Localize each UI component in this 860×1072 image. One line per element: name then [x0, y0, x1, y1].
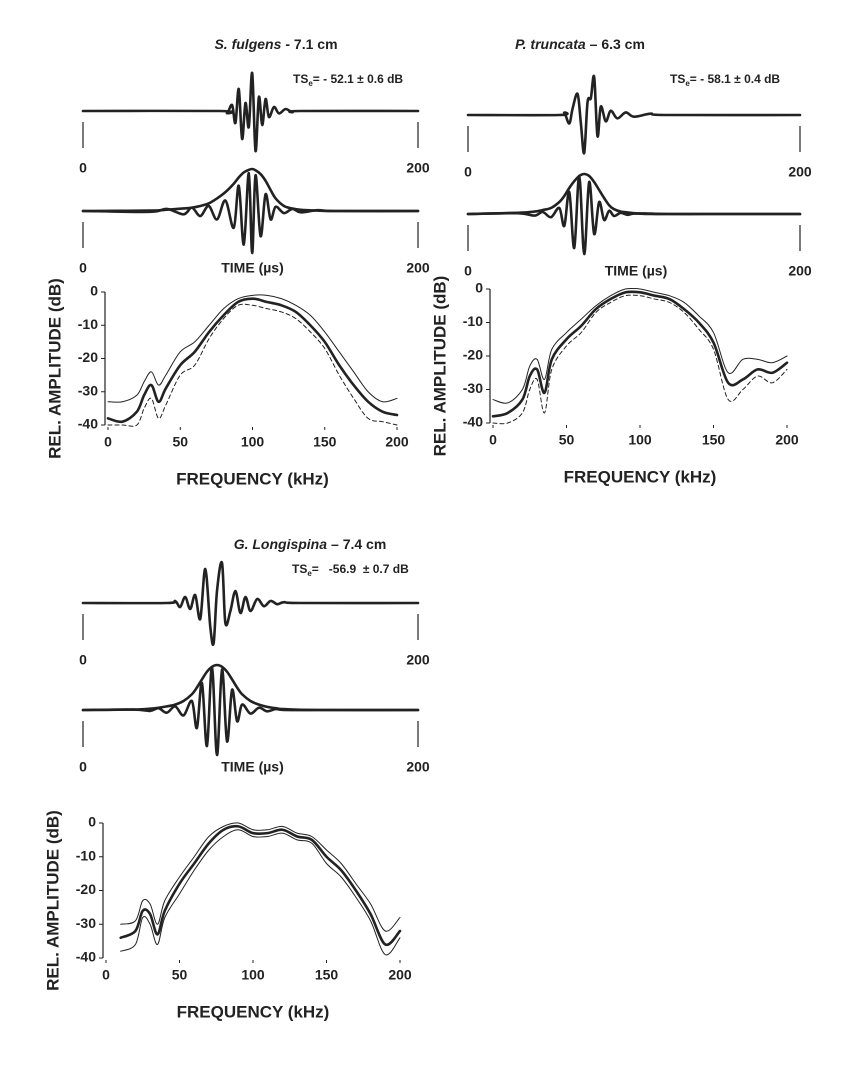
- body-length: - 7.1 cm: [285, 36, 337, 52]
- ts-value: = - 58.1 ± 0.4 dB: [690, 72, 781, 86]
- time-tick-label: 200: [406, 759, 430, 775]
- y-tick-label: -20: [78, 349, 98, 365]
- data-line: [81, 663, 420, 712]
- x-axis-title: FREQUENCY (kHz): [176, 469, 329, 488]
- x-tick-label: 150: [313, 434, 337, 450]
- time-tick-label: 200: [406, 260, 430, 276]
- y-axis-title: REL. AMPLITUDE (dB): [43, 810, 62, 991]
- x-tick-label: 0: [489, 432, 497, 448]
- data-line: [120, 822, 401, 932]
- x-tick-label: 150: [315, 967, 339, 983]
- y-tick-label: -30: [76, 915, 96, 931]
- x-tick-label: 50: [172, 967, 188, 983]
- ts-subscript: e: [307, 569, 312, 578]
- time-tick-label: 0: [464, 263, 472, 279]
- ts-subscript: e: [685, 79, 690, 88]
- data-line: [81, 71, 420, 153]
- x-tick-label: 0: [104, 434, 112, 450]
- data-line: [107, 303, 398, 427]
- time-tick-label: 200: [788, 164, 812, 180]
- time-tick-label: 0: [79, 260, 87, 276]
- data-line: [106, 297, 399, 424]
- body-length: – 7.4 cm: [331, 536, 386, 552]
- time-axis-title: TIME (µs): [605, 263, 668, 279]
- x-tick-label: 200: [388, 967, 412, 983]
- ts-subscript: e: [308, 79, 313, 88]
- time-axis-title: TIME (µs): [221, 260, 284, 276]
- y-tick-label: -40: [78, 416, 98, 432]
- species-name: P. truncata: [515, 36, 586, 52]
- y-tick-label: -10: [76, 847, 96, 863]
- time-axis-title: TIME (µs): [221, 759, 284, 775]
- x-tick-label: 50: [172, 434, 188, 450]
- time-tick-label: 0: [79, 759, 87, 775]
- y-tick-label: -10: [463, 313, 483, 329]
- data-line: [466, 172, 802, 216]
- y-tick-label: -10: [78, 316, 98, 332]
- data-line: [81, 171, 420, 255]
- y-tick-label: -30: [78, 382, 98, 398]
- target-strength: TSe= - 58.1 ± 0.4 dB: [670, 72, 780, 88]
- data-line: [81, 167, 420, 213]
- x-tick-label: 200: [775, 432, 799, 448]
- panel-title: S. fulgens - 7.1 cm: [214, 36, 337, 52]
- time-tick-label: 200: [788, 263, 812, 279]
- x-tick-label: 150: [702, 432, 726, 448]
- y-tick-label: 0: [88, 814, 96, 830]
- panel-title: P. truncata – 6.3 cm: [515, 36, 645, 52]
- body-length: – 6.3 cm: [590, 36, 645, 52]
- x-tick-label: 100: [241, 434, 265, 450]
- data-line: [119, 824, 402, 947]
- data-line: [466, 74, 802, 155]
- y-tick-label: -40: [463, 414, 483, 430]
- ts-value: = - 52.1 ± 0.6 dB: [313, 72, 404, 86]
- y-tick-label: -20: [76, 881, 96, 897]
- data-line: [492, 287, 788, 404]
- time-tick-label: 0: [79, 652, 87, 668]
- time-tick-label: 200: [406, 160, 430, 176]
- target-strength: TSe= -56.9 ± 0.7 dB: [292, 562, 409, 578]
- y-axis-title: REL. AMPLITUDE (dB): [45, 278, 64, 459]
- x-tick-label: 200: [385, 434, 409, 450]
- ts-value: = -56.9 ± 0.7 dB: [312, 562, 409, 576]
- x-tick-label: 50: [559, 432, 575, 448]
- ts-symbol: TS: [670, 72, 685, 86]
- time-tick-label: 0: [464, 164, 472, 180]
- x-tick-label: 0: [102, 967, 110, 983]
- x-tick-label: 100: [241, 967, 265, 983]
- time-tick-label: 200: [406, 652, 430, 668]
- y-tick-label: -30: [463, 380, 483, 396]
- data-line: [81, 560, 420, 647]
- species-name: G. Longispina: [234, 536, 328, 552]
- x-axis-title: FREQUENCY (kHz): [177, 1002, 330, 1021]
- data-line: [491, 290, 789, 418]
- panel-title: G. Longispina – 7.4 cm: [234, 536, 387, 552]
- y-tick-label: 0: [475, 280, 483, 296]
- species-name: S. fulgens: [214, 36, 281, 52]
- ts-symbol: TS: [293, 72, 308, 86]
- data-line: [81, 665, 420, 757]
- y-axis-title: REL. AMPLITUDE (dB): [430, 276, 449, 457]
- data-line: [107, 294, 398, 403]
- x-tick-label: 100: [628, 432, 652, 448]
- data-line: [120, 829, 401, 956]
- x-axis-title: FREQUENCY (kHz): [564, 467, 717, 486]
- time-tick-label: 0: [79, 160, 87, 176]
- y-tick-label: -40: [76, 949, 96, 965]
- ts-symbol: TS: [292, 562, 307, 576]
- y-tick-label: -20: [463, 347, 483, 363]
- y-tick-label: 0: [90, 283, 98, 299]
- target-strength: TSe= - 52.1 ± 0.6 dB: [293, 72, 403, 88]
